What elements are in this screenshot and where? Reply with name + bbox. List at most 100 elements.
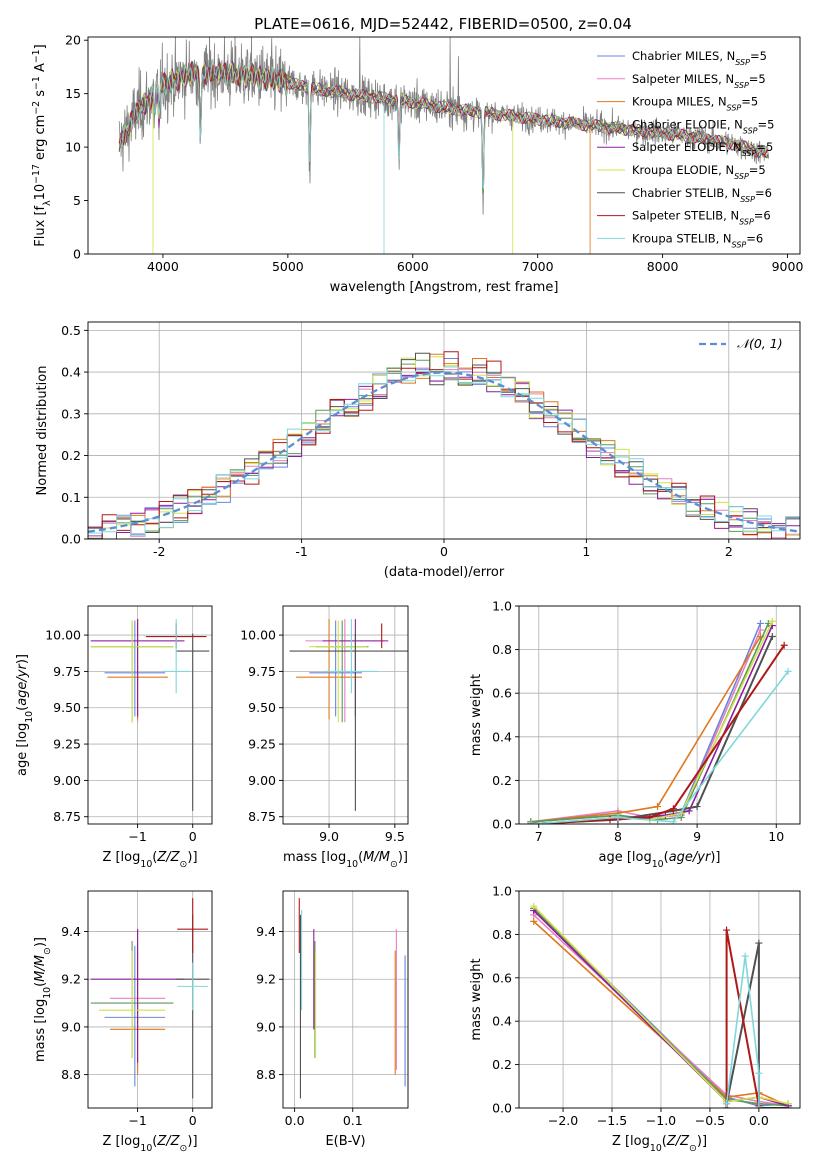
figure-title: PLATE=0616, MJD=52442, FIBERID=0500, z=0…: [254, 15, 632, 33]
x-tick-label: −1.0: [646, 1113, 676, 1128]
x-tick-label: 0: [440, 544, 448, 559]
series-line-0: [530, 623, 762, 823]
series-line-2: [530, 636, 762, 823]
y-tick-label: 9.0: [256, 1019, 276, 1034]
series-line-4: [530, 625, 774, 824]
y-tick-label: 9.4: [256, 924, 276, 939]
x-tick-label: −1: [128, 829, 146, 844]
y-tick-label: 0.8: [492, 927, 512, 942]
x-tick-label: 10: [768, 829, 784, 844]
series-marker-8: [527, 820, 535, 824]
legend-label: Salpeter ELODIE, NSSP=5: [632, 140, 773, 158]
panel-age-vs-mass: 9.0 9.5 8.75 9.00 9.25 9.50 9.75 10.00 mass [log…: [240, 605, 409, 870]
y-tick-label: 0: [73, 247, 81, 262]
y-tick-label: 0.4: [492, 729, 512, 744]
axes-frame: [87, 36, 801, 255]
y-tick-label: 0.5: [61, 323, 81, 338]
y-tick-label: 8.8: [256, 1067, 276, 1082]
panel-residuals: -2 -1 0 1 2 0.0 0.1 0.2 0.3 0.4 0.5 (data-model)/er…: [35, 321, 801, 580]
x-tick-label: 0.1: [343, 1113, 363, 1128]
panel-mass-vs-Z: −1 0 8.8 9.0 9.2 9.4 Z [log10(Z/Z⊙)] mass [log1…: [33, 890, 213, 1154]
axes-frame: [87, 890, 213, 1109]
series-line-8: [530, 670, 789, 824]
panel-mass-vs-EBV: 0.0 0.1 8.8 9.0 9.2 9.4 E(B-V): [256, 890, 409, 1149]
y-tick-label: 0.8: [492, 642, 512, 657]
y-tick-label: 9.25: [53, 737, 81, 752]
x-axis-label: wavelength [Angstrom, rest frame]: [330, 280, 559, 295]
x-tick-label: −0.5: [695, 1113, 725, 1128]
series-line-1: [530, 629, 762, 823]
y-tick-label: 9.75: [248, 664, 276, 679]
series-marker-5: [768, 617, 776, 625]
y-tick-label: 9.50: [248, 700, 276, 715]
y-tick-label: 0.2: [61, 448, 81, 463]
series-marker-6: [755, 939, 763, 947]
y-axis-label: Normed distribution: [35, 366, 50, 496]
y-tick-label: 9.25: [248, 737, 276, 752]
series-marker-6: [784, 1104, 792, 1108]
x-tick-label: −2.0: [548, 1113, 578, 1128]
y-tick-label: 9.4: [61, 924, 81, 939]
x-tick-label: 6000: [397, 259, 429, 274]
y-tick-label: 8.8: [61, 1067, 81, 1082]
x-tick-label: 8: [614, 829, 622, 844]
model-spectrum-8: [118, 58, 769, 254]
model-spectrum-2: [118, 58, 769, 254]
y-tick-label: 0.6: [492, 970, 512, 985]
y-tick-label: 9.2: [256, 972, 276, 987]
axes-frame: [87, 605, 213, 825]
series-line-2: [533, 920, 789, 1107]
axes-frame: [282, 605, 409, 825]
legend-label: Salpeter STELIB, NSSP=6: [632, 209, 771, 227]
x-tick-label: 9000: [772, 259, 804, 274]
y-tick-label: 15: [65, 86, 81, 101]
y-tick-label: 9.00: [53, 773, 81, 788]
series-marker-2: [530, 917, 538, 925]
series-line-5: [530, 620, 774, 824]
y-tick-label: 9.00: [248, 773, 276, 788]
x-tick-label: −1: [128, 1113, 146, 1128]
plot-area: [88, 351, 800, 539]
x-axis-label: (data-model)/error: [384, 565, 505, 580]
x-tick-label: 0: [189, 829, 197, 844]
x-tick-label: 0: [189, 1113, 197, 1128]
series-marker-8: [755, 1069, 763, 1077]
legend-label: 𝒩(0, 1): [737, 336, 783, 351]
series-marker-6: [768, 633, 776, 641]
y-axis-label: Flux [fλ10−17 erg cm−2 s−1 A−1]: [31, 44, 53, 246]
plot-area: [90, 898, 210, 1099]
series-marker-7: [669, 805, 677, 813]
x-tick-label: 7: [535, 829, 543, 844]
y-axis-label: mass weight: [469, 958, 484, 1040]
panel-age-vs-Z: −1 0 8.75 9.00 9.25 9.50 9.75 10.00 Z [log10(Z/Z…: [15, 605, 213, 870]
x-axis-label: Z [log10(Z/Z⊙)]: [102, 850, 197, 870]
x-axis-label: age [log10(age/yr)]: [598, 850, 720, 870]
x-tick-label: 7000: [522, 259, 554, 274]
spectrum-data-line: [118, 37, 769, 215]
y-axis-label: mass weight: [469, 674, 484, 756]
plot-area: [298, 898, 406, 1099]
x-tick-label: 2: [725, 544, 733, 559]
legend-label: Chabrier ELODIE, NSSP=5: [632, 117, 774, 135]
y-tick-label: 9.50: [53, 700, 81, 715]
y-tick-label: 9.2: [61, 972, 81, 987]
series-marker-8: [723, 1100, 731, 1108]
y-tick-label: 10.00: [240, 628, 276, 643]
series-marker-0: [756, 619, 764, 627]
legend-label: Salpeter MILES, NSSP=5: [632, 72, 766, 90]
plot-area: [289, 619, 408, 811]
y-tick-label: 9.75: [53, 664, 81, 679]
y-tick-label: 10: [65, 140, 81, 155]
x-axis-label: Z [log10(Z/Z⊙)]: [612, 1134, 707, 1154]
plot-area: [527, 617, 792, 824]
y-tick-label: 1.0: [492, 884, 512, 899]
x-tick-label: 0.0: [285, 1113, 305, 1128]
y-tick-label: 8.75: [53, 809, 81, 824]
series-marker-7: [780, 641, 788, 649]
plot-area: [118, 37, 769, 254]
series-marker-2: [654, 803, 662, 811]
series-line-5: [533, 905, 789, 1105]
x-tick-label: −1.5: [597, 1113, 627, 1128]
y-tick-label: 0.0: [492, 1101, 512, 1116]
x-tick-label: 0.0: [749, 1113, 769, 1128]
